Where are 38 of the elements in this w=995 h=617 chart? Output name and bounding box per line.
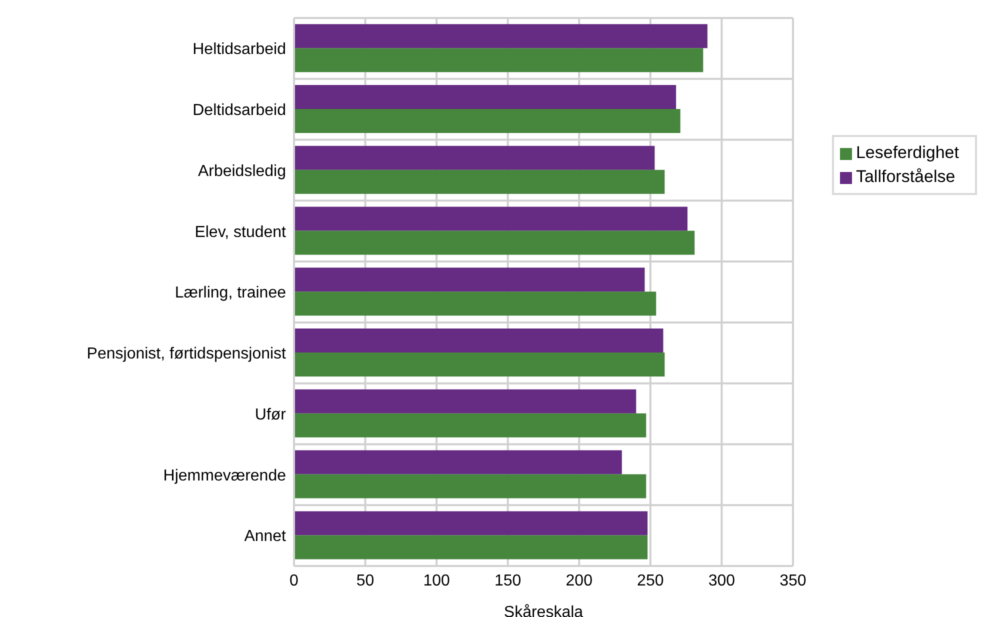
y-tick-label: Deltidsarbeid (192, 102, 286, 120)
x-tick-label: 350 (780, 572, 806, 590)
bar (294, 413, 646, 438)
y-tick-label: Pensjonist, førtidspensjonist (86, 346, 287, 363)
bar (294, 48, 704, 72)
legend-label: Tallforståelse (856, 167, 956, 186)
x-tick-label: 150 (494, 572, 522, 590)
bar (294, 535, 648, 560)
x-tick-label: 50 (356, 572, 374, 590)
bar (294, 328, 664, 353)
x-tick-label: 250 (637, 572, 664, 590)
x-tick-label: 100 (423, 572, 450, 590)
bar (294, 268, 645, 292)
x-tick-label: 300 (708, 572, 736, 590)
bar (294, 450, 622, 474)
x-tick-label: 0 (290, 572, 299, 590)
bar (294, 170, 665, 194)
bar (294, 24, 708, 48)
bar (294, 84, 676, 109)
bar (294, 389, 636, 414)
x-tick-label: 200 (566, 572, 593, 590)
y-tick-label: Ufør (254, 406, 287, 424)
bar (294, 292, 656, 316)
x-axis-title: Skåreskala (504, 604, 584, 617)
bar (294, 146, 655, 170)
y-tick-label: Lærling, trainee (174, 284, 286, 302)
y-tick-label: Elev, student (194, 224, 287, 241)
bar (294, 352, 665, 377)
bar (294, 474, 646, 498)
bar (294, 511, 648, 536)
bar (294, 108, 680, 133)
bar (294, 230, 695, 255)
y-tick-label: Arbeidsledig (198, 162, 286, 180)
legend-label: Leseferdighet (856, 143, 959, 162)
y-tick-label: Heltidsarbeid (192, 41, 286, 58)
bar (294, 206, 688, 231)
y-tick-label: Hjemmeværende (163, 467, 286, 484)
y-tick-label: Annet (244, 528, 287, 546)
